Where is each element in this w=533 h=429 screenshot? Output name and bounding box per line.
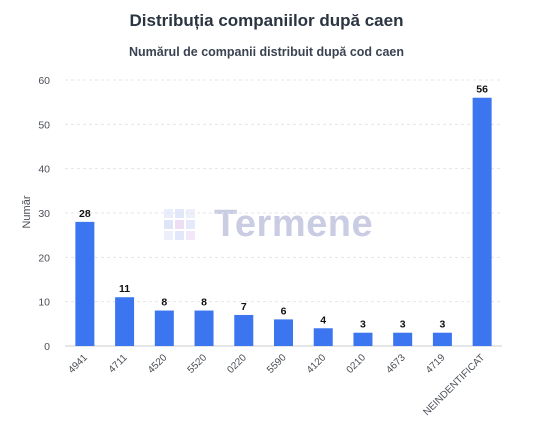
data-label: 56 (476, 84, 488, 96)
y-tick-label: 10 (38, 297, 50, 309)
data-label: 3 (400, 319, 406, 331)
x-tick-label: 5520 (186, 352, 210, 376)
data-label: 6 (281, 305, 287, 317)
x-tick-label: 4711 (107, 352, 130, 375)
bar-NEINDENTIFICAT[interactable] (472, 97, 492, 346)
data-label: 7 (241, 301, 247, 313)
bar-0210[interactable] (353, 332, 373, 346)
watermark: Termene (160, 203, 373, 246)
chart-title: Distribuția companiilor după caen (129, 11, 404, 30)
data-label: 28 (79, 208, 91, 220)
x-axis-ticks: 4941 4711 4520 5520 0220 5590 4120 0210 4673 4719… (66, 352, 487, 418)
bar-4673[interactable] (393, 332, 413, 346)
data-label: 8 (201, 297, 207, 309)
y-axis-label: Număr (21, 195, 33, 228)
x-tick-label: 0220 (225, 352, 249, 376)
watermark-text: Termene (214, 203, 374, 245)
data-label: 3 (360, 319, 366, 331)
data-label: 3 (439, 319, 445, 331)
y-axis-ticks: 0 10 20 30 40 50 60 (38, 75, 50, 353)
y-tick-label: 50 (38, 119, 50, 131)
bar-5520[interactable] (194, 310, 214, 346)
x-tick-label: 4719 (424, 352, 448, 376)
data-labels: 28 11 8 8 7 6 4 3 3 3 56 (79, 84, 488, 331)
x-tick-label: 4120 (305, 352, 329, 376)
x-tick-label: 4520 (146, 352, 170, 376)
x-tick-label: 4941 (66, 352, 90, 376)
y-tick-label: 60 (38, 75, 50, 87)
y-tick-label: 0 (44, 341, 50, 353)
x-tick-label: 5590 (265, 352, 289, 376)
data-label: 8 (161, 297, 167, 309)
bar-0220[interactable] (234, 314, 254, 346)
chart-subtitle: Numărul de companii distribuit după cod … (128, 45, 405, 59)
bar-4719[interactable] (432, 332, 452, 346)
y-tick-label: 40 (38, 164, 50, 176)
bar-4120[interactable] (313, 328, 333, 346)
bar-4711[interactable] (115, 297, 135, 346)
bar-4941[interactable] (75, 221, 95, 346)
bar-4520[interactable] (154, 310, 174, 346)
bars (75, 97, 492, 346)
data-label: 4 (320, 314, 326, 326)
y-tick-label: 30 (38, 208, 50, 220)
x-tick-label: 0210 (345, 352, 369, 376)
data-label: 11 (119, 283, 130, 295)
y-tick-label: 20 (38, 252, 50, 264)
bar-5590[interactable] (274, 319, 293, 346)
x-tick-label: 4673 (384, 352, 408, 376)
